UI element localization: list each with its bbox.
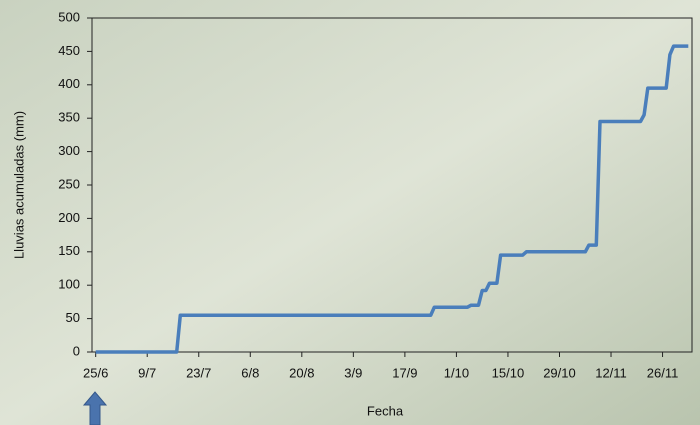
y-axis-label: Lluvias acumuladas (mm) [11, 111, 26, 259]
x-tick-label: 26/11 [647, 365, 679, 380]
y-tick-label: 500 [58, 9, 80, 24]
page: Fecha Lluvias acumuladas (mm) 0 50 100 150 2… [0, 0, 700, 425]
background [0, 0, 700, 425]
x-tick-label: 3/9 [344, 365, 362, 380]
x-tick-label: 6/8 [241, 365, 259, 380]
y-tick-label: 0 [73, 343, 80, 358]
x-tick-label: 20/8 [289, 365, 314, 380]
y-tick-label: 100 [58, 277, 80, 292]
x-tick-label: 25/6 [83, 365, 108, 380]
y-tick-label: 250 [58, 176, 80, 191]
x-tick-label: 23/7 [186, 365, 211, 380]
x-tick-label: 15/10 [492, 365, 525, 380]
x-axis-label: Fecha [367, 403, 404, 418]
chart: Fecha Lluvias acumuladas (mm) 0 50 100 150 2… [0, 0, 700, 425]
y-tick-label: 350 [58, 110, 80, 125]
x-tick-label: 17/9 [392, 365, 417, 380]
y-tick-label: 50 [66, 310, 80, 325]
y-tick-label: 400 [58, 76, 80, 91]
x-tick-label: 29/10 [543, 365, 576, 380]
y-tick-label: 150 [58, 243, 80, 258]
y-tick-label: 200 [58, 210, 80, 225]
x-tick-label: 12/11 [595, 365, 627, 380]
x-tick-label: 9/7 [138, 365, 156, 380]
y-tick-label: 300 [58, 143, 80, 158]
x-tick-label: 1/10 [444, 365, 469, 380]
y-tick-label: 450 [58, 43, 80, 58]
